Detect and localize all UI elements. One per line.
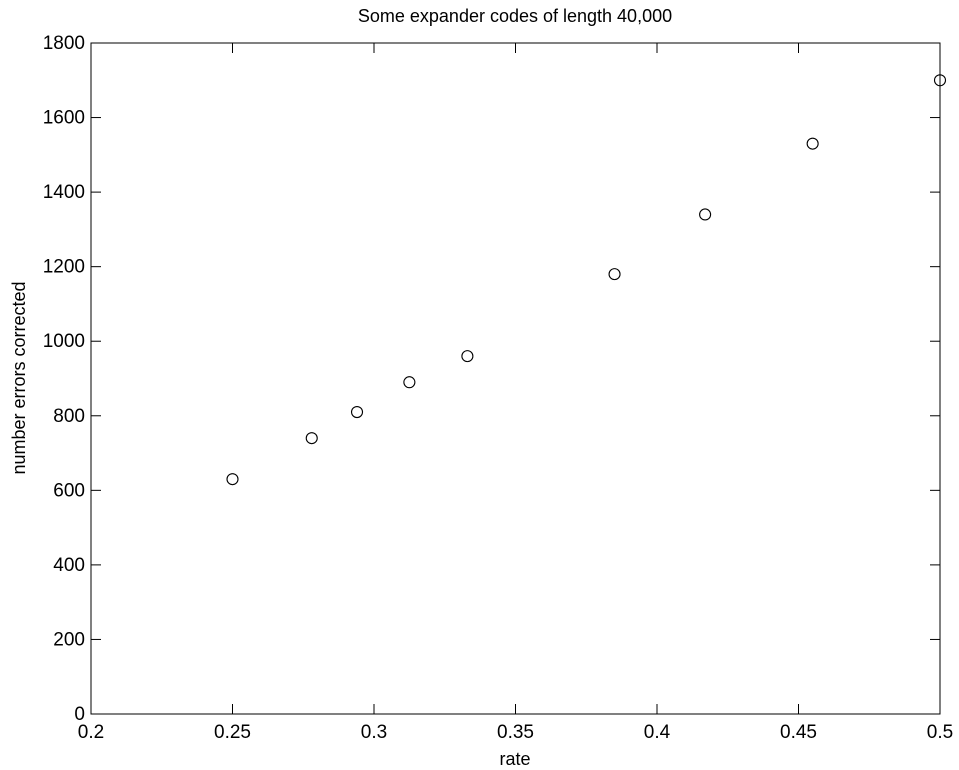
y-tick-label: 0 — [74, 704, 85, 725]
y-tick-label: 400 — [53, 555, 85, 576]
points-layer — [226, 74, 947, 486]
x-tick-label: 0.3 — [361, 722, 387, 743]
data-point — [350, 405, 364, 419]
y-tick-label: 1000 — [43, 331, 85, 352]
x-tick-label: 0.4 — [644, 722, 671, 743]
y-tick-label: 1200 — [43, 257, 85, 278]
data-point — [806, 137, 819, 150]
y-tick-label: 600 — [53, 480, 85, 501]
x-tick-label: 0.2 — [78, 722, 104, 743]
plot-frame — [90, 42, 941, 715]
data-point — [305, 432, 318, 445]
x-axis-title: rate — [499, 749, 530, 769]
y-tick-label: 1800 — [43, 33, 85, 54]
data-point — [461, 350, 474, 363]
data-point — [403, 376, 416, 389]
data-point — [226, 473, 239, 486]
y-tick-label: 1600 — [43, 108, 85, 129]
x-tick-label: 0.25 — [214, 722, 251, 743]
y-tick-label: 200 — [53, 629, 85, 650]
ticks-layer: 0.2 0.25 0.3 0.35 0.4 0.45 0.5 0 200 400 600 800 100… — [43, 33, 953, 743]
x-tick-label: 0.5 — [927, 722, 953, 743]
chart-title: Some expander codes of length 40,000 — [358, 6, 672, 26]
y-axis-title: number errors corrected — [9, 281, 29, 474]
x-tick-label: 0.45 — [780, 722, 817, 743]
y-tick-label: 800 — [53, 406, 85, 427]
x-tick-label: 0.35 — [497, 722, 534, 743]
data-point — [608, 268, 621, 281]
y-tick-label: 1400 — [43, 182, 85, 203]
data-point — [699, 208, 712, 221]
